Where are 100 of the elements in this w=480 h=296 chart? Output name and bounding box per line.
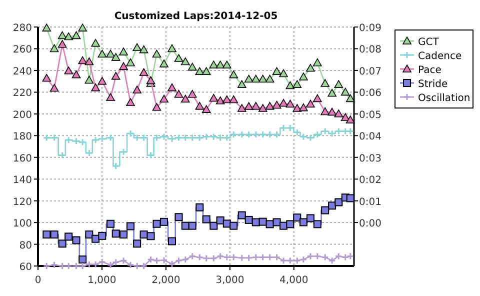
y-tick-label: 280 — [12, 23, 32, 34]
point — [133, 262, 141, 270]
point — [72, 137, 80, 145]
point — [182, 134, 190, 142]
y-tick-label: 260 — [12, 44, 32, 56]
y-tick-label: 140 — [12, 175, 32, 186]
point — [216, 60, 225, 68]
y-tick-label: 220 — [12, 88, 32, 100]
point — [152, 220, 161, 228]
point — [98, 135, 106, 143]
point — [139, 68, 148, 76]
point — [210, 132, 218, 140]
point — [238, 130, 246, 138]
point — [216, 134, 224, 142]
point — [139, 45, 148, 54]
point — [126, 98, 135, 106]
point — [111, 53, 120, 61]
point — [259, 254, 267, 262]
point — [126, 130, 134, 138]
x-tick-label: 1,000 — [88, 275, 116, 286]
point — [293, 256, 301, 264]
point — [126, 58, 135, 66]
point — [299, 103, 308, 112]
point — [334, 128, 342, 136]
point — [160, 60, 168, 68]
point — [147, 256, 155, 264]
chart-title: Customized Laps:2014-12-05 — [114, 11, 278, 22]
point — [152, 256, 160, 264]
point — [120, 256, 128, 264]
point — [328, 130, 336, 138]
point — [266, 254, 274, 262]
point — [293, 214, 302, 222]
point — [346, 94, 355, 102]
point — [180, 94, 190, 103]
point — [272, 67, 282, 75]
point — [50, 44, 59, 52]
point — [126, 222, 134, 230]
point — [50, 230, 58, 238]
point — [50, 261, 58, 269]
point — [265, 74, 274, 83]
point — [273, 254, 281, 262]
point — [64, 232, 73, 241]
point — [50, 134, 58, 142]
point — [293, 128, 301, 136]
point — [50, 84, 59, 92]
point — [229, 95, 238, 104]
x-tick-label: 0 — [34, 275, 42, 286]
point — [321, 128, 329, 136]
legend-label: Stride — [418, 79, 448, 90]
point — [174, 256, 182, 264]
point — [279, 98, 288, 107]
point — [92, 260, 100, 268]
point — [265, 102, 274, 110]
point — [119, 62, 128, 70]
point — [222, 60, 232, 68]
point — [160, 218, 168, 226]
point — [120, 230, 128, 238]
point — [85, 260, 93, 268]
point — [202, 132, 210, 140]
point — [209, 60, 218, 68]
point — [306, 214, 314, 222]
y-tick-label: 60 — [19, 262, 32, 273]
point — [299, 218, 308, 226]
point — [112, 230, 120, 238]
y-tick-label: 160 — [12, 153, 32, 164]
point — [266, 130, 274, 138]
point — [84, 57, 94, 66]
point — [313, 220, 322, 228]
point — [152, 134, 160, 142]
point — [314, 130, 322, 138]
point — [286, 256, 294, 264]
point — [340, 88, 350, 96]
y2-tick-label: 0:02 — [359, 175, 382, 186]
point — [119, 48, 128, 56]
point — [58, 262, 66, 270]
x-tick-label: 2,000 — [152, 275, 180, 286]
point — [229, 70, 238, 78]
y2-tick-label: 0:00 — [359, 218, 382, 230]
point — [230, 222, 238, 230]
x-tick-label: 4,000 — [280, 275, 308, 286]
point — [328, 108, 336, 116]
point — [140, 134, 148, 142]
y-tick-label: 200 — [12, 110, 32, 121]
point — [306, 100, 315, 108]
point — [174, 134, 182, 142]
point — [244, 216, 253, 224]
point — [286, 81, 295, 90]
point — [160, 256, 168, 264]
point — [202, 105, 211, 113]
point — [245, 130, 253, 138]
point — [258, 74, 268, 83]
point — [266, 220, 274, 228]
legend-label: GCT — [418, 37, 440, 48]
point — [286, 220, 294, 228]
point — [272, 100, 282, 109]
point — [78, 255, 87, 264]
y2-tick-label: 0:09 — [359, 23, 382, 34]
point — [300, 132, 308, 140]
point — [126, 261, 134, 269]
point — [279, 69, 288, 78]
